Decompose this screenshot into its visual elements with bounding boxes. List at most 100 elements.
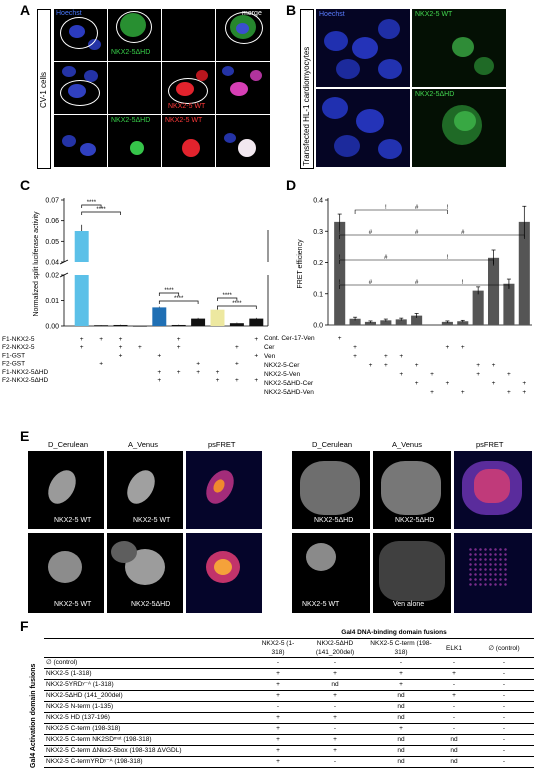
panel-f-letter: F	[20, 618, 29, 634]
significance-mark: #	[369, 230, 373, 236]
significance-mark: !	[447, 205, 449, 211]
panel-a-r2-merge	[216, 62, 270, 114]
bar	[191, 318, 206, 326]
table-cell: +	[254, 723, 302, 735]
condition-label: F1-NKX2-5	[2, 336, 35, 343]
condition-mark: +	[138, 344, 142, 351]
panel-a-side-label: CV-1 cells	[39, 71, 48, 108]
row-label: NKX2-5YRDʸ⁻ᴬ (1-318)	[44, 679, 254, 691]
condition-mark: +	[353, 353, 357, 360]
condition-mark: +	[445, 344, 449, 351]
table-cell: -	[434, 701, 474, 713]
significance-bracket	[81, 204, 102, 208]
table-cell: +	[368, 668, 434, 680]
significance-mark: #	[369, 280, 373, 286]
condition-mark: +	[522, 380, 526, 387]
panel-b-hoechst-label: Hoechst	[319, 11, 345, 18]
panel-e-right-h2: A_Venus	[392, 440, 423, 449]
panel-e-right-r2c2: Ven alone	[373, 533, 451, 613]
nucleus-blue	[324, 31, 348, 51]
nucleus-blue	[84, 70, 98, 82]
table-row: NKX2-5ΔHD (141_200del) + + nd + -	[44, 690, 534, 702]
panel-e-left-r2a: NKX2-5 WT	[54, 601, 92, 608]
y-tick-label: 0.2	[313, 260, 323, 267]
panel-e-right-r2c1: NKX2-5 WT	[292, 533, 370, 613]
panel-a-r3-merge	[216, 115, 270, 167]
bar	[503, 283, 515, 325]
condition-mark: +	[492, 362, 496, 369]
condition-label: Cont. Cer-17-Ven	[264, 335, 315, 342]
panel-e-left-r1c3	[186, 451, 262, 529]
condition-label: F2-NKX2-5	[2, 344, 35, 351]
table-cell: -	[302, 723, 368, 735]
panel-e-left-r2b: NKX2-5ΔHD	[131, 601, 171, 608]
panel-f-body: ∅ (control) - - - - - NKX2-5 (1-318) + + + + - NKX2-…	[44, 657, 534, 768]
panel-e-left-h2: A_Venus	[128, 440, 159, 449]
significance-bracket	[217, 305, 257, 309]
condition-mark: +	[461, 344, 465, 351]
nucleus-blue	[334, 135, 360, 157]
panel-e-left-r1c1: NKX2-5 WT	[28, 451, 104, 529]
panel-b-dhd-label: NKX2-5ΔHD	[415, 91, 455, 98]
bar	[380, 320, 392, 325]
nucleus-magenta	[230, 82, 248, 96]
significance-mark: #	[461, 230, 465, 236]
bar	[152, 307, 167, 326]
table-row: NKX2-5 C-term NK2SDᵐᵘᵗ (198-318) + + nd nd -	[44, 734, 534, 746]
panel-e-left-h1: D_Cerulean	[48, 440, 89, 449]
panel-a-r2-green	[108, 62, 161, 114]
nucleus-red	[196, 70, 208, 81]
table-cell: -	[474, 756, 534, 768]
cell-gray	[111, 541, 137, 563]
condition-mark: +	[119, 336, 123, 343]
panel-e-left-r1c2: NKX2-5 WT	[107, 451, 183, 529]
table-cell: +	[302, 690, 368, 702]
table-cell: +	[302, 734, 368, 746]
panel-a-letter: A	[20, 2, 31, 18]
table-cell: -	[474, 723, 534, 735]
condition-label: F1-GST	[2, 352, 25, 359]
panel-e-left: D_Cerulean A_Venus psFRET NKX2-5 WT NKX2…	[28, 440, 262, 613]
f-title: Gal4 DNA-binding domain fusions	[254, 628, 534, 639]
table-cell: +	[302, 745, 368, 757]
condition-mark: +	[119, 352, 123, 359]
table-cell: +	[254, 668, 302, 680]
cell-gray	[306, 543, 336, 571]
significance-label: ****	[232, 301, 242, 307]
row-label: NKX2-5 C-termYRDʸ⁻ᴬ (198-318)	[44, 756, 254, 768]
bar	[171, 324, 186, 326]
y-axis-label: Normalized split luciferase activity	[33, 211, 40, 317]
significance-mark: #	[384, 255, 388, 261]
significance-bracket	[158, 292, 180, 296]
condition-mark: +	[507, 371, 511, 378]
panel-e-right-r1a: NKX2-5ΔHD	[314, 517, 354, 524]
table-cell: -	[474, 745, 534, 757]
table-row: NKX2-5 N-term (1-135) - - nd - -	[44, 701, 534, 713]
table-cell: -	[302, 701, 368, 713]
significance-mark: !	[447, 255, 449, 261]
condition-mark: +	[216, 369, 220, 376]
panel-a-r2-label: NKX2-5 WT	[168, 103, 206, 110]
bar	[94, 325, 109, 326]
cell-psfret-hot	[214, 559, 232, 575]
condition-label: F1-NKX2-5ΔHD	[2, 369, 49, 376]
nucleus-blue	[88, 39, 101, 50]
y-tick-label: 0.3	[313, 229, 323, 236]
table-cell: -	[434, 657, 474, 669]
bar	[518, 221, 530, 325]
condition-mark: +	[492, 380, 496, 387]
panel-b-r2-green: NKX2-5ΔHD	[412, 89, 506, 167]
table-cell: -	[474, 668, 534, 680]
panel-a-r3a-label: NKX2-5ΔHD	[111, 117, 151, 124]
panel-a-r2-hoechst	[54, 62, 107, 114]
table-cell: -	[434, 723, 474, 735]
cell-gray	[121, 465, 161, 509]
significance-bracket	[81, 211, 121, 215]
table-cell: -	[254, 701, 302, 713]
table-cell: nd	[434, 756, 474, 768]
significance-mark: !	[339, 230, 341, 236]
table-row: NKX2-5 HD (137-196) + + nd - -	[44, 712, 534, 724]
table-cell: -	[434, 712, 474, 724]
table-cell: -	[368, 657, 434, 669]
condition-mark: +	[196, 361, 200, 368]
